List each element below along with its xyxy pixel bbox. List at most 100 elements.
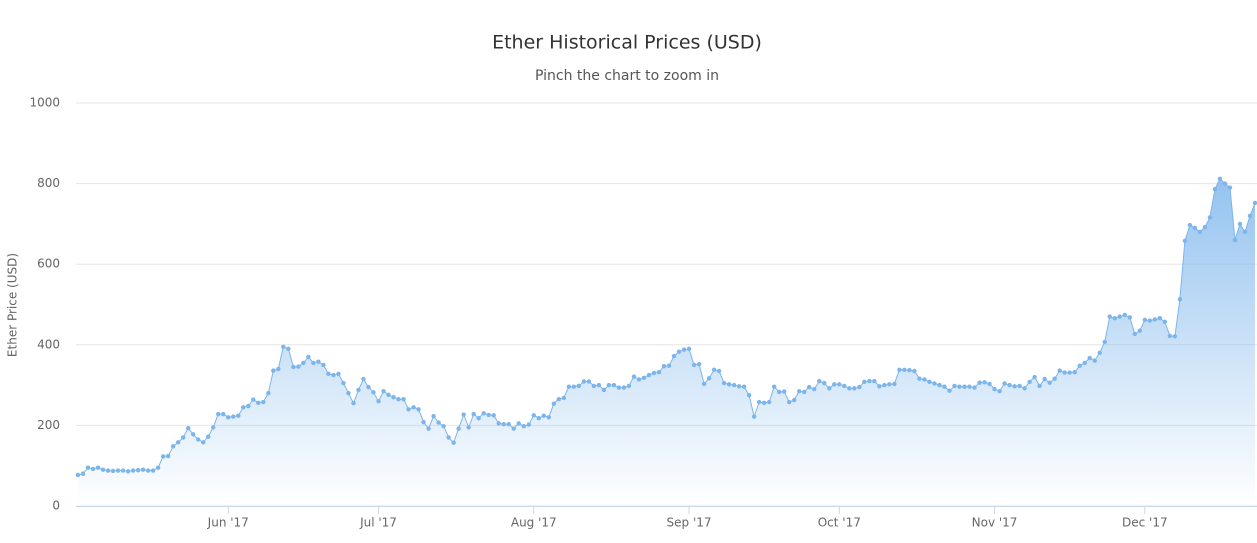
point-marker bbox=[1082, 360, 1087, 366]
point-marker bbox=[361, 376, 366, 382]
point-marker bbox=[211, 425, 216, 430]
point-marker bbox=[736, 384, 742, 389]
point-marker bbox=[1247, 213, 1253, 219]
point-marker bbox=[1127, 315, 1132, 320]
point-marker bbox=[516, 421, 521, 426]
point-marker bbox=[957, 384, 962, 389]
point-marker bbox=[286, 346, 291, 352]
point-marker bbox=[190, 432, 196, 437]
point-marker bbox=[621, 385, 627, 390]
point-marker bbox=[411, 405, 416, 410]
point-marker bbox=[401, 397, 406, 402]
point-marker bbox=[471, 411, 476, 417]
point-marker bbox=[1147, 318, 1153, 323]
point-marker bbox=[216, 411, 221, 417]
point-marker bbox=[651, 370, 657, 376]
point-marker bbox=[1067, 370, 1072, 375]
point-marker bbox=[691, 362, 697, 368]
point-marker bbox=[1112, 316, 1117, 321]
point-marker bbox=[1212, 187, 1218, 192]
point-marker bbox=[676, 349, 682, 354]
point-marker bbox=[887, 382, 892, 387]
point-marker bbox=[807, 384, 812, 390]
point-marker bbox=[897, 367, 902, 372]
point-marker bbox=[827, 386, 832, 391]
point-marker bbox=[1232, 237, 1238, 243]
point-marker bbox=[1047, 380, 1052, 385]
point-marker bbox=[862, 379, 867, 385]
x-tick-label: Aug '17 bbox=[511, 516, 557, 530]
point-marker bbox=[1187, 222, 1193, 228]
x-tick-label: Jun '17 bbox=[207, 516, 249, 530]
point-marker bbox=[341, 380, 346, 386]
point-marker bbox=[1152, 317, 1158, 322]
point-marker bbox=[1077, 363, 1082, 368]
point-marker bbox=[441, 424, 446, 429]
point-marker bbox=[466, 425, 471, 430]
x-tick-label: Jul '17 bbox=[359, 516, 397, 530]
point-marker bbox=[1062, 370, 1067, 375]
point-marker bbox=[817, 378, 822, 384]
point-marker bbox=[356, 387, 361, 393]
point-marker bbox=[942, 384, 947, 389]
point-marker bbox=[877, 384, 882, 389]
point-marker bbox=[972, 385, 977, 390]
point-marker bbox=[456, 426, 461, 431]
point-marker bbox=[296, 364, 301, 369]
point-marker bbox=[1057, 368, 1062, 373]
y-axis-label: Ether Price (USD) bbox=[6, 253, 20, 357]
point-marker bbox=[601, 387, 607, 393]
point-marker bbox=[526, 422, 531, 427]
chart-title: Ether Historical Prices (USD) bbox=[492, 32, 762, 54]
point-marker bbox=[130, 468, 136, 473]
point-marker bbox=[932, 381, 937, 386]
point-marker bbox=[180, 435, 186, 440]
y-tick-label: 1000 bbox=[29, 96, 60, 110]
point-marker bbox=[832, 382, 837, 387]
point-marker bbox=[140, 467, 146, 472]
point-marker bbox=[631, 374, 637, 379]
point-marker bbox=[581, 379, 587, 384]
point-marker bbox=[571, 384, 577, 389]
point-marker bbox=[842, 383, 847, 389]
point-marker bbox=[1087, 355, 1092, 361]
point-marker bbox=[276, 366, 281, 372]
point-marker bbox=[867, 378, 872, 384]
point-marker bbox=[371, 390, 376, 395]
point-marker bbox=[701, 381, 707, 387]
point-marker bbox=[75, 472, 81, 478]
point-marker bbox=[766, 399, 772, 405]
point-marker bbox=[406, 407, 411, 412]
point-marker bbox=[1192, 225, 1198, 231]
point-marker bbox=[641, 375, 647, 381]
point-marker bbox=[741, 384, 747, 389]
point-marker bbox=[751, 414, 757, 419]
point-marker bbox=[666, 363, 672, 368]
point-marker bbox=[185, 426, 191, 431]
point-marker bbox=[496, 421, 501, 426]
point-marker bbox=[1007, 382, 1012, 388]
point-marker bbox=[246, 403, 251, 409]
point-marker bbox=[451, 440, 456, 445]
point-marker bbox=[311, 360, 316, 366]
point-marker bbox=[536, 415, 541, 421]
point-marker bbox=[431, 413, 436, 419]
point-marker bbox=[987, 381, 992, 387]
point-marker bbox=[696, 361, 702, 367]
point-marker bbox=[576, 383, 582, 389]
point-marker bbox=[802, 389, 807, 395]
point-marker bbox=[982, 380, 987, 385]
point-marker bbox=[1022, 386, 1027, 391]
point-marker bbox=[636, 377, 642, 382]
point-marker bbox=[346, 390, 351, 396]
point-marker bbox=[165, 453, 171, 459]
point-marker bbox=[160, 454, 166, 459]
point-marker bbox=[731, 382, 737, 388]
point-marker bbox=[1092, 358, 1097, 363]
point-marker bbox=[1002, 381, 1007, 386]
point-marker bbox=[1227, 185, 1233, 190]
point-marker bbox=[646, 372, 652, 378]
point-marker bbox=[221, 411, 226, 417]
point-marker bbox=[787, 399, 792, 405]
